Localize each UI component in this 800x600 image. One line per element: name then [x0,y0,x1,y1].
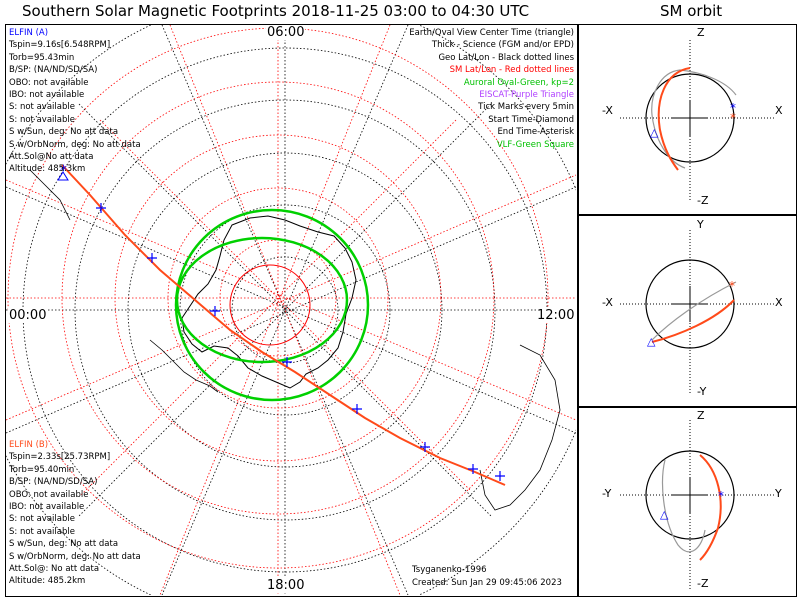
sm2-top-label: Y [697,218,704,231]
elfin-a-line: Att.Sol@No att data [9,152,94,163]
landmass-right [479,344,561,511]
sm2-left-label: -X [602,296,613,309]
sm-panel-1-graphics: △ * * [620,40,775,200]
elfin-b-line: Torb=95.40min [9,464,75,475]
sm2-right-label: X [775,296,783,309]
legend: Earth/Oval View Center Time (triangle) T… [409,27,574,151]
elfin-a-line: IBO: not available [9,90,85,101]
time-label-top: 06:00 [266,25,306,40]
legend-item: EISCAT-Purple Triangle [479,90,574,101]
legend-item: SM Lat/Lon - Red dotted lines [449,65,574,76]
legend-item: Auroral Oval-Green, kp=2 [463,77,574,88]
elfin-b-info: ELFIN (B) Tspin=2.33s[25.73RPM] Torb=95.… [9,439,141,588]
elfin-b-line: S: not available [9,514,75,525]
created-timestamp: Created: Sun Jan 29 09:45:06 2023 [412,578,562,588]
sm-panel-3-frame [578,407,797,597]
elfin-b-line: Att.Sol@: No att data [9,564,100,575]
svg-text:*: * [730,111,736,125]
elfin-b-line: S w/OrbNorm, deg: No att data [9,551,141,562]
elfin-b-line: S: not available [9,526,75,537]
elfin-a-line: Torb=95.43min [9,52,75,63]
elfin-a-info: ELFIN (A) Tspin=9.16s[6.548RPM] Torb=95.… [9,27,141,176]
svg-text:*: * [729,279,735,293]
elfin-a-line: Altitude: 485.3km [9,164,86,175]
elfin-b-line: Altitude: 485.2km [9,576,86,587]
peninsula-coastline [149,339,219,393]
elfin-a-line: B/SP: (NA/ND/SD/SA) [9,65,98,76]
svg-text:*: * [718,489,724,503]
elfin-a-line: Tspin=9.16s[6.548RPM] [9,40,111,51]
elfin-b-name: ELFIN (B) [9,440,49,450]
sm3-bottom-label: -Z [697,577,709,590]
svg-text:△: △ [647,335,656,348]
legend-item: Thick - Science (FGM and/or EPD) [431,40,574,51]
landmass-left [29,169,71,221]
svg-text:△: △ [660,508,669,521]
elfin-b-line: Tspin=2.33s[25.73RPM] [9,452,111,463]
sm1-left-label: -X [602,104,613,117]
sm1-right-label: X [775,104,783,117]
sm-panel-2-graphics: △ * [620,230,775,395]
legend-item: VLF-Green Square [496,139,574,150]
auroral-oval [174,208,370,402]
sm3-right-label: Y [775,487,782,500]
track-elfin-a-ticks [96,203,505,481]
elfin-b-line: OBO: not available [9,489,89,500]
elfin-b-line: IBO: not available [9,502,85,513]
track-elfin-b [61,164,506,486]
elfin-a-line: S w/OrbNorm, deg: No att data [9,139,141,150]
svg-text:△: △ [650,126,659,139]
sm-orbit-title: SM orbit [660,2,723,20]
svg-text:*: * [730,101,736,115]
main-map-frame [5,24,578,597]
elfin-a-name: ELFIN (A) [9,28,49,38]
sm-grid [6,25,576,595]
time-label-right: 12:00 [536,308,576,323]
legend-item: Earth/Oval View Center Time (triangle) [409,28,574,38]
sm-panel-1-frame [578,24,797,215]
sm-pole-circle [229,264,311,346]
track-start-triangle [57,171,69,181]
model-credit: Tsyganenko-1996 [412,565,487,575]
legend-item: Tick Marks every 5min [478,102,574,113]
antarctica-coastline [181,215,357,389]
sm-panel-3-graphics: △ * [620,420,775,590]
legend-item: Start Time-Diamond [488,114,574,125]
legend-item: End Time-Asterisk [497,127,574,138]
elfin-b-line: S w/Sun, deg: No att data [9,539,119,550]
time-label-left: 00:00 [8,308,48,323]
sm3-top-label: Z [697,409,705,422]
sm2-bottom-label: -Y [697,385,707,398]
sm3-left-label: -Y [602,487,612,500]
elfin-a-line: S: not available [9,114,75,125]
elfin-b-line: B/SP: (NA/ND/SD/SA) [9,477,98,488]
track-start-asterisk: * [60,163,67,179]
time-label-bottom: 18:00 [266,578,306,593]
elfin-a-line: OBO: not available [9,77,89,88]
sm-panel-2-frame [578,215,797,407]
elfin-a-line: S: not available [9,102,75,113]
plot-title: Southern Solar Magnetic Footprints 2018-… [22,2,530,20]
sm1-bottom-label: -Z [697,194,709,207]
sm1-top-label: Z [697,26,705,39]
elfin-a-line: S w/Sun, deg: No att data [9,127,119,138]
legend-item: Geo Lat/Lon - Black dotted lines [438,52,574,63]
